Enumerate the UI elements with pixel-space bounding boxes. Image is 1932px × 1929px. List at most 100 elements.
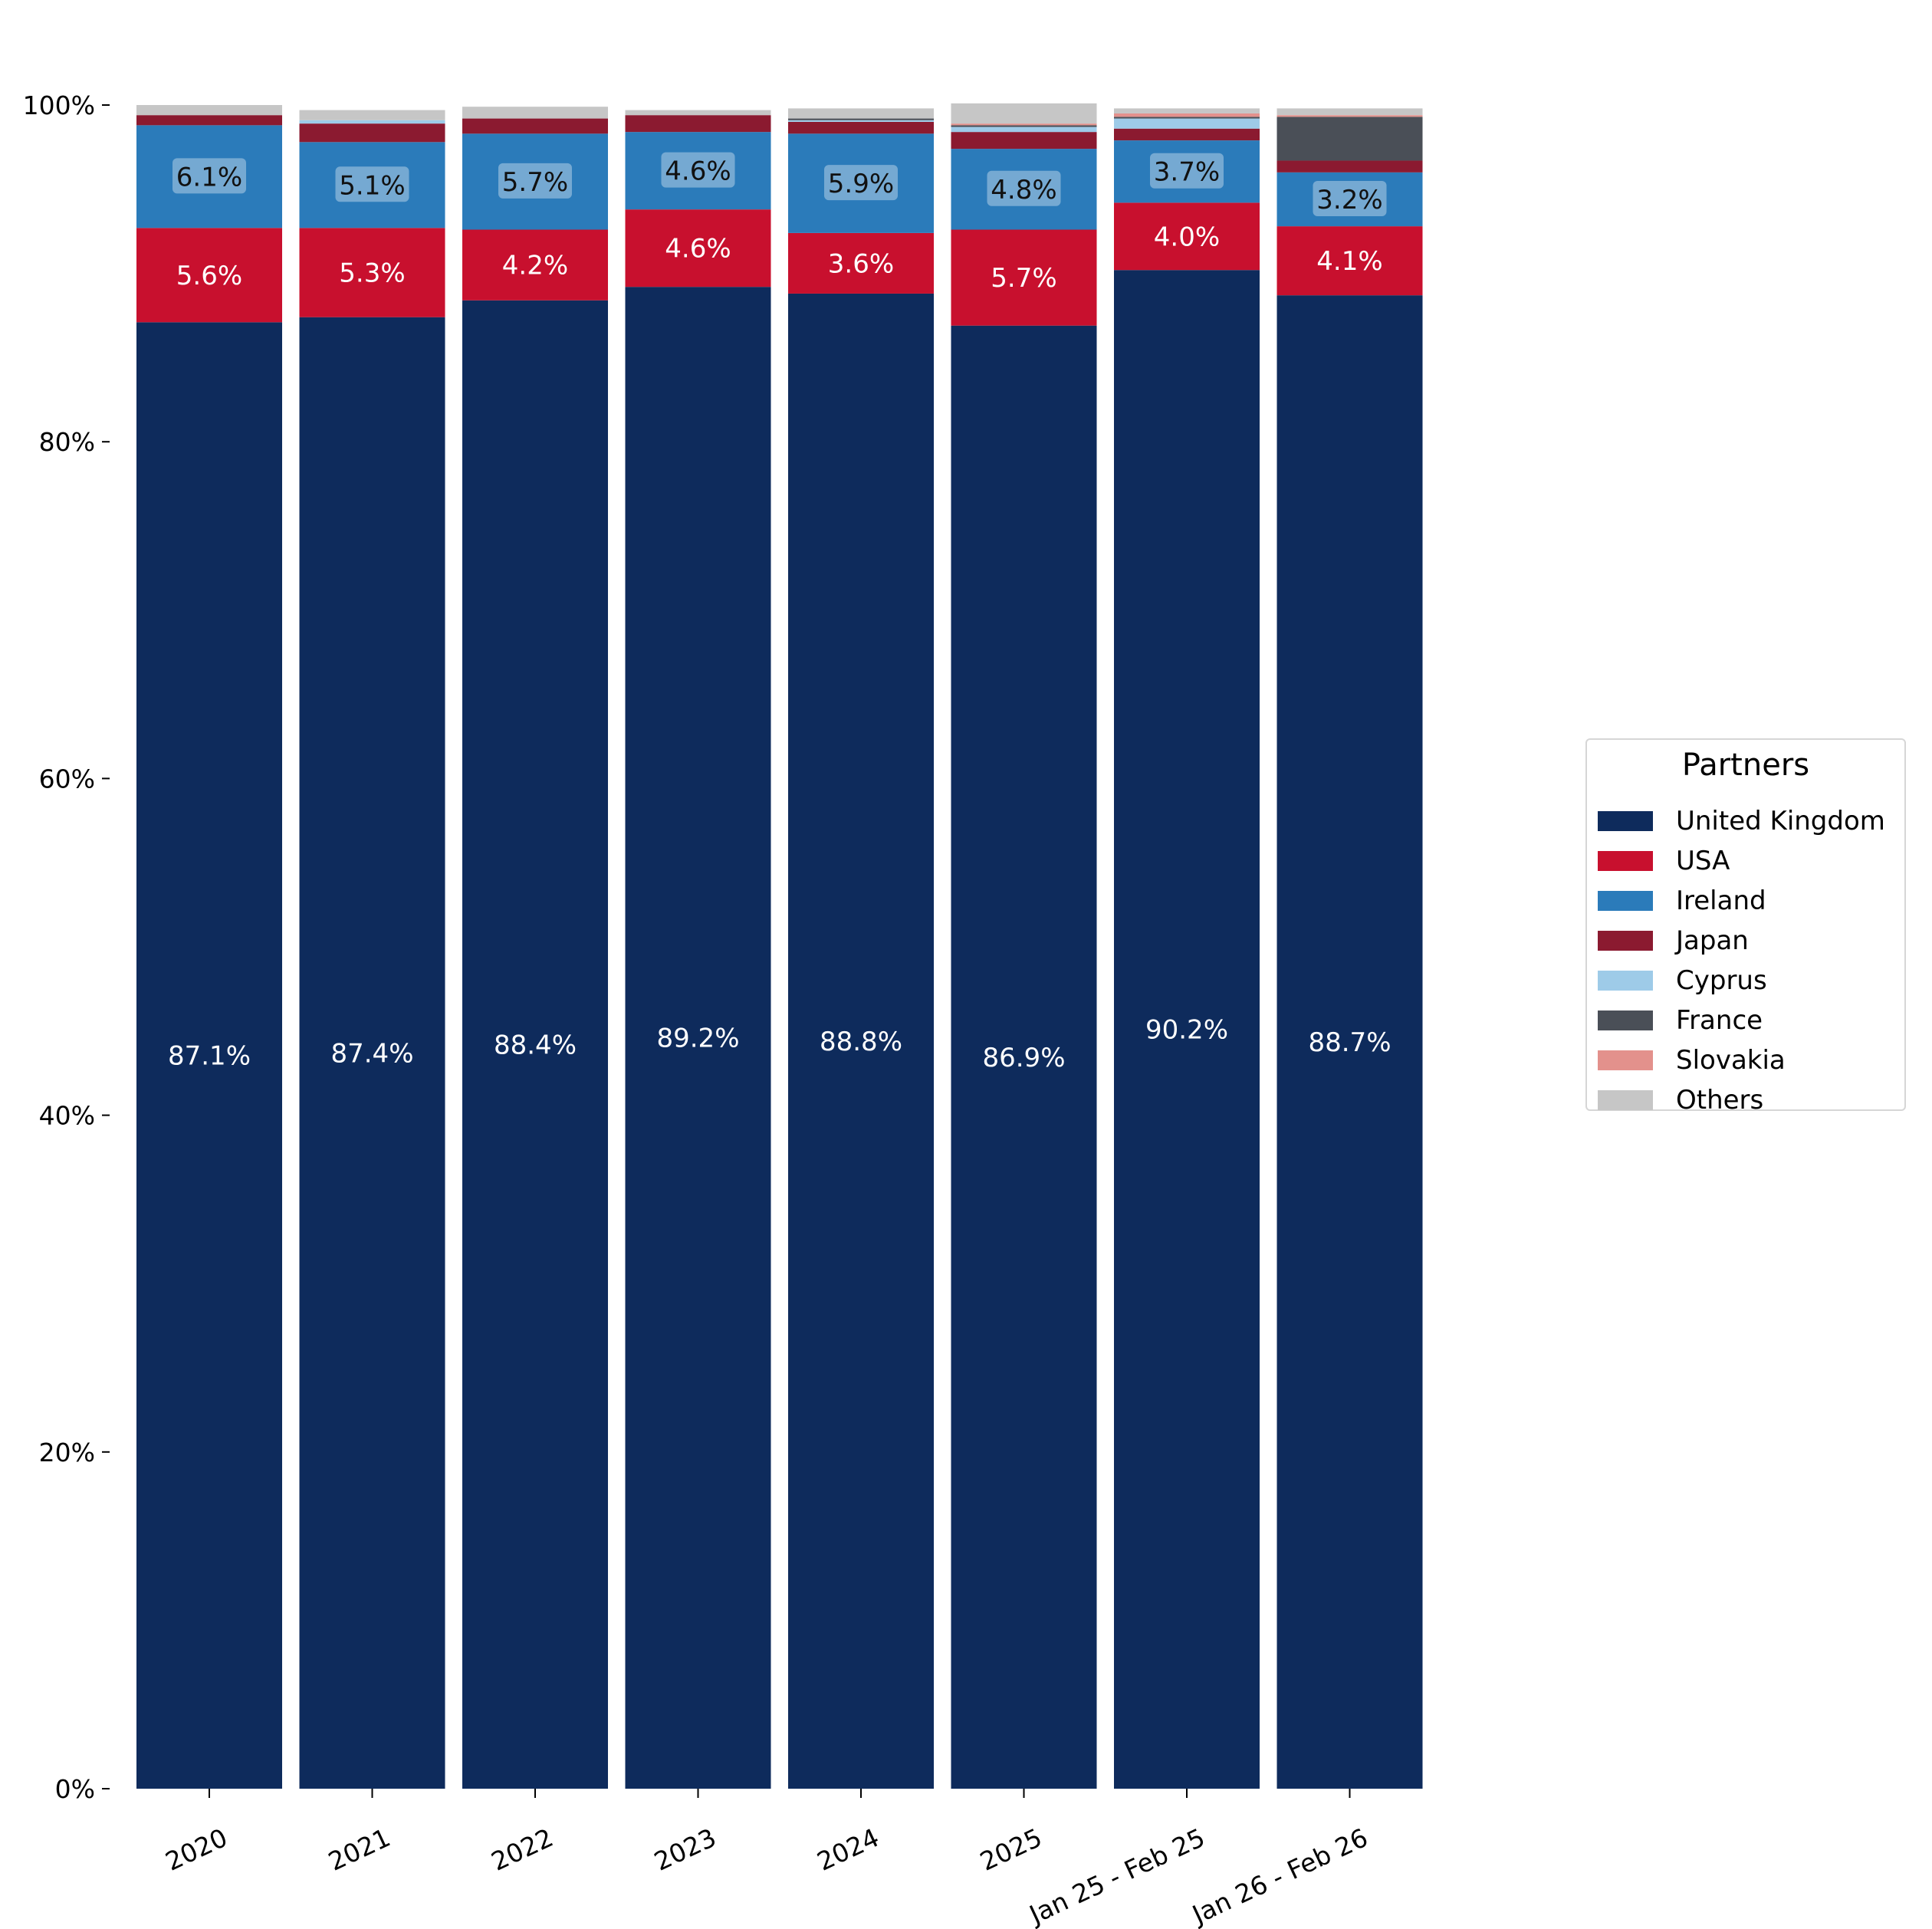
legend-swatch <box>1598 811 1653 831</box>
legend-swatch <box>1598 1011 1653 1030</box>
bar-segment-ireland <box>1276 172 1423 227</box>
y-tick-label: 20% <box>39 1438 95 1467</box>
segment-label: 87.1% <box>168 1041 251 1072</box>
bar-segment-united-kingdom <box>1276 295 1423 1789</box>
legend-swatch <box>1598 971 1653 991</box>
segment-label: 4.0% <box>1154 222 1220 252</box>
segment-label: 88.4% <box>494 1030 577 1060</box>
segment-label-box <box>498 163 572 199</box>
bar-segment-japan <box>1114 128 1260 141</box>
bar-segment-slovakia <box>1276 115 1423 117</box>
segment-label: 5.7% <box>991 263 1056 294</box>
bar-segment-ireland <box>136 125 282 228</box>
bar-segment-usa <box>625 209 771 288</box>
legend-swatch <box>1598 1090 1653 1110</box>
bar-segment-united-kingdom <box>299 317 445 1789</box>
y-tick-label: 40% <box>39 1101 95 1131</box>
segment-label: 4.2% <box>502 251 568 281</box>
segment-label: 6.1% <box>176 162 242 192</box>
segment-label-box <box>1150 153 1224 189</box>
legend-item-united-kingdom: United Kingdom <box>1598 801 1885 841</box>
bar-segment-france <box>1114 117 1260 119</box>
legend-label: Cyprus <box>1676 965 1767 996</box>
bar-segment-cyprus <box>788 120 934 122</box>
segment-label: 86.9% <box>982 1043 1065 1073</box>
x-tick-label: 2025 <box>975 1822 1046 1877</box>
segment-label: 88.7% <box>1308 1027 1391 1058</box>
legend-swatch <box>1598 931 1653 951</box>
bar-segment-japan <box>462 118 608 134</box>
bar-segment-cyprus <box>1114 118 1260 129</box>
segment-label-box <box>661 152 735 188</box>
segment-label: 5.6% <box>176 261 242 291</box>
bar-segment-usa <box>788 232 934 294</box>
legend-item-ireland: Ireland <box>1598 881 1766 921</box>
bar-segment-japan <box>788 121 934 134</box>
bar-segment-france <box>1276 117 1423 161</box>
segment-label-box <box>335 166 409 202</box>
segment-label-box <box>1313 180 1387 216</box>
legend-label: Ireland <box>1676 886 1766 916</box>
bar-segment-cyprus <box>299 120 445 124</box>
segment-label-box <box>987 170 1061 206</box>
bar-segment-usa <box>136 228 282 323</box>
y-axis: 0% 20% 40% 60% 80% 100% <box>23 90 110 1804</box>
x-tick-label: 2020 <box>161 1822 232 1877</box>
legend-item-others: Others <box>1598 1080 1763 1120</box>
x-tick-label: 2022 <box>487 1822 558 1877</box>
bar-segment-united-kingdom <box>625 287 771 1789</box>
y-tick-label: 80% <box>39 427 95 457</box>
bar-segment-united-kingdom <box>788 293 934 1789</box>
bar-segment-united-kingdom <box>951 325 1097 1789</box>
bar-segment-ireland <box>951 149 1097 230</box>
bar-segment-slovakia <box>951 123 1097 126</box>
bar-segment-others <box>299 110 445 120</box>
legend-swatch <box>1598 851 1653 871</box>
segment-label: 4.6% <box>665 234 731 265</box>
segment-label-box <box>172 158 246 194</box>
bar-segment-others <box>625 110 771 116</box>
segment-label: 5.1% <box>339 170 405 201</box>
legend-label: France <box>1676 1005 1763 1036</box>
segment-label-box <box>824 165 898 201</box>
segment-label: 3.6% <box>828 248 894 279</box>
x-tick-label: 2021 <box>324 1822 395 1877</box>
x-tick-label: 2023 <box>649 1822 721 1877</box>
bar-segment-ireland <box>625 132 771 210</box>
segment-label: 5.9% <box>828 169 894 199</box>
bar-segment-others <box>136 105 282 116</box>
bar-segment-usa <box>1276 226 1423 296</box>
y-tick-label: 100% <box>23 90 95 120</box>
legend-label: USA <box>1676 846 1730 876</box>
bar-segment-united-kingdom <box>462 300 608 1789</box>
bar-segment-japan <box>136 115 282 126</box>
bar-segment-slovakia <box>1114 113 1260 117</box>
bar-segment-united-kingdom <box>1114 270 1260 1789</box>
legend-swatch <box>1598 1050 1653 1070</box>
legend-item-france: France <box>1598 1001 1763 1040</box>
bar-segment-others <box>1276 108 1423 116</box>
segment-label: 3.2% <box>1316 185 1382 215</box>
segment-label: 90.2% <box>1145 1015 1228 1046</box>
bar-segment-ireland <box>1114 140 1260 203</box>
legend-item-japan: Japan <box>1598 921 1749 961</box>
segment-label: 4.6% <box>665 156 731 187</box>
bar-segment-japan <box>299 123 445 143</box>
bar-segment-others <box>951 103 1097 124</box>
y-tick-label: 0% <box>55 1774 95 1804</box>
segment-label: 5.3% <box>339 258 405 289</box>
bar-segment-japan <box>951 132 1097 150</box>
bars <box>136 103 1423 1789</box>
bar-segment-others <box>788 108 934 119</box>
segment-label: 5.7% <box>502 167 568 198</box>
legend-label: Others <box>1676 1085 1764 1116</box>
bar-segment-ireland <box>462 133 608 230</box>
bar-segment-others <box>1114 108 1260 113</box>
bar-segment-others <box>462 107 608 119</box>
segment-label: 87.4% <box>330 1038 413 1069</box>
bar-segment-usa <box>299 228 445 317</box>
legend-label: Slovakia <box>1676 1045 1786 1076</box>
bar-segment-usa <box>951 229 1097 326</box>
